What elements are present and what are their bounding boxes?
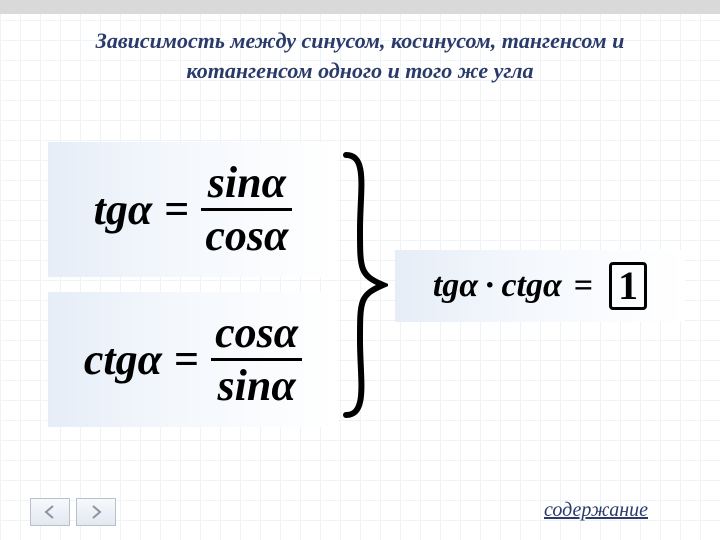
tg-num-arg: α [262,160,286,206]
ctg-den-arg: α [271,363,295,409]
formula-tg-box: tgα = sinα cosα [48,142,338,277]
page-title: Зависимость между синусом, косинусом, та… [0,26,720,85]
ctg-num-fn: cos [215,310,274,356]
prev-button[interactable] [30,498,70,526]
equals-sign: = [164,184,189,235]
nav-arrows [30,498,116,526]
ctg-num-arg: α [274,310,298,356]
formula-product: tgα · ctgα = 1 [433,262,647,310]
tg-lhs-arg: α [128,184,152,235]
tg-num-fn: sin [208,160,262,206]
equals-sign: = [174,334,199,385]
next-button[interactable] [76,498,116,526]
tg-lhs-fn: tg [94,184,128,235]
chevron-right-icon [88,504,104,520]
prod-a-fn: tg [433,267,459,305]
tg-den-fn: cos [205,213,264,259]
ctg-lhs-arg: α [138,334,162,385]
formula-product-box: tgα · ctgα = 1 [395,250,685,322]
ctg-lhs-fn: ctg [84,334,138,385]
multiply-dot: · [484,267,495,305]
formula-ctg: ctgα = cosα sinα [84,310,302,409]
formula-tg: tgα = sinα cosα [94,160,293,259]
ctg-den-fn: sin [218,363,272,409]
equals-sign: = [574,267,593,305]
tg-den-arg: α [264,213,288,259]
product-result: 1 [609,262,647,310]
top-bar [0,0,720,14]
prod-a-arg: α [459,267,478,305]
chevron-left-icon [42,504,58,520]
curly-brace [338,150,388,420]
contents-link[interactable]: содержание [544,499,648,522]
prod-b-fn: ctg [501,267,543,305]
prod-b-arg: α [543,267,562,305]
formula-ctg-box: ctgα = cosα sinα [48,292,338,427]
